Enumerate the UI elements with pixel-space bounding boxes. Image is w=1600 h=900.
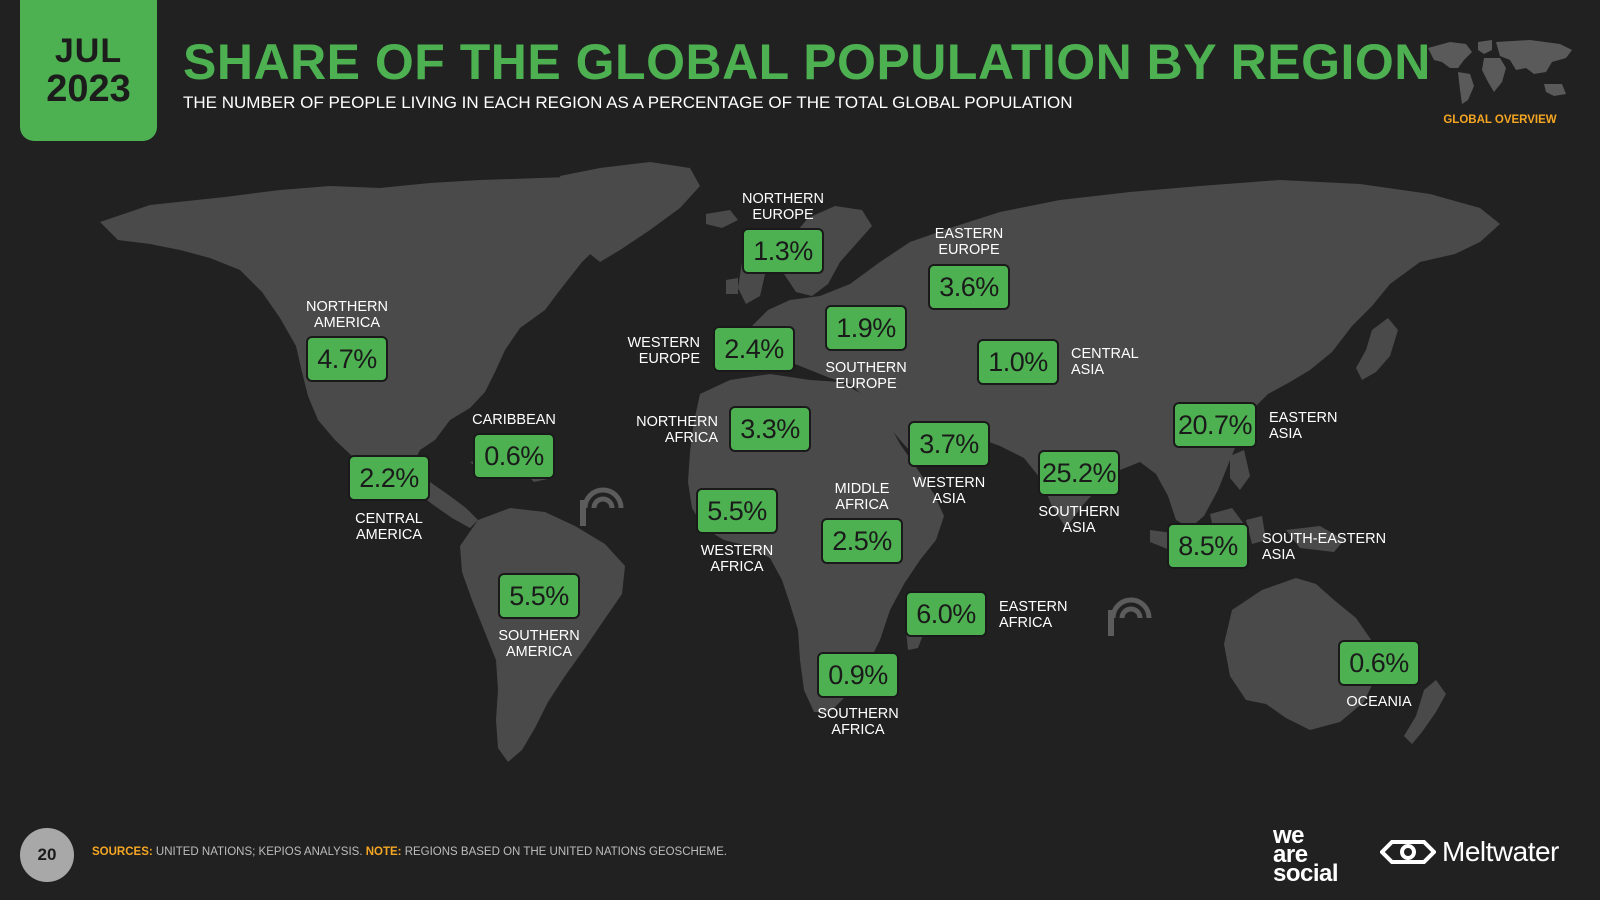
logo-line-2: are: [1273, 841, 1308, 868]
region-label-northern-europe: NORTHERN EUROPE: [742, 191, 824, 223]
region-label-western-asia: WESTERN ASIA: [912, 475, 986, 507]
region-label-western-europe: WESTERN EUROPE: [627, 335, 701, 367]
region-label-south-eastern-asia: SOUTH-EASTERN ASIA: [1262, 531, 1387, 563]
region-label-eastern-europe: EASTERN EUROPE: [934, 226, 1004, 258]
region-value-southern-africa: 0.9%: [817, 652, 899, 698]
datareportal-watermark: [582, 487, 1152, 619]
land-south-america: [460, 508, 625, 762]
note-text: REGIONS BASED ON THE UNITED NATIONS GEOS…: [401, 846, 727, 858]
sources-note: SOURCES: UNITED NATIONS; KEPIOS ANALYSIS…: [92, 846, 727, 858]
meltwater-mark-icon: [1380, 840, 1436, 864]
region-value-central-asia: 1.0%: [977, 339, 1059, 385]
page-title: SHARE OF THE GLOBAL POPULATION BY REGION: [183, 34, 1431, 90]
page-number: 20: [20, 828, 74, 882]
region-label-western-africa: WESTERN AFRICA: [700, 543, 774, 575]
region-value-western-africa: 5.5%: [696, 488, 778, 534]
region-label-eastern-asia: EASTERN ASIA: [1269, 410, 1338, 442]
note-key: NOTE:: [365, 846, 402, 858]
region-label-central-america: CENTRAL AMERICA: [355, 511, 423, 543]
region-value-southern-europe: 1.9%: [825, 305, 907, 351]
region-value-eastern-africa: 6.0%: [905, 591, 987, 637]
logo-line-3: social: [1273, 860, 1339, 887]
region-label-eastern-africa: EASTERN AFRICA: [999, 599, 1068, 631]
region-value-central-america: 2.2%: [348, 455, 430, 501]
meltwater-wordmark: Meltwater: [1442, 836, 1559, 867]
date-badge: JUL 2023: [20, 0, 157, 141]
region-value-caribbean: 0.6%: [473, 433, 555, 479]
region-value-eastern-europe: 3.6%: [928, 264, 1010, 310]
region-label-southern-asia: SOUTHERN ASIA: [1038, 504, 1120, 536]
region-label-central-asia: CENTRAL ASIA: [1071, 346, 1139, 378]
sources-key: SOURCES:: [92, 846, 153, 858]
region-value-northern-europe: 1.3%: [742, 228, 824, 274]
page-subtitle: THE NUMBER OF PEOPLE LIVING IN EACH REGI…: [183, 93, 1073, 112]
date-year: 2023: [46, 67, 131, 110]
region-value-south-eastern-asia: 8.5%: [1167, 523, 1249, 569]
section-overview: GLOBAL OVERVIEW: [1420, 34, 1580, 126]
region-label-middle-africa: MIDDLE AFRICA: [834, 481, 890, 513]
region-value-western-europe: 2.4%: [713, 326, 795, 372]
region-label-oceania: OCEANIA: [1346, 694, 1412, 710]
region-value-middle-africa: 2.5%: [821, 518, 903, 564]
region-label-northern-africa: NORTHERN AFRICA: [636, 414, 718, 446]
world-thumbnail-icon: [1428, 40, 1572, 104]
meltwater-logo: Meltwater: [1380, 836, 1559, 868]
logo-line-1: we: [1273, 822, 1305, 849]
region-value-northern-africa: 3.3%: [729, 406, 811, 452]
region-value-southern-america: 5.5%: [498, 573, 580, 619]
sources-text: UNITED NATIONS; KEPIOS ANALYSIS.: [152, 846, 366, 858]
land-australia: [1224, 578, 1378, 730]
region-label-caribbean: CARIBBEAN: [472, 412, 556, 428]
region-label-southern-europe: SOUTHERN EUROPE: [825, 360, 907, 392]
we-are-social-logo: we are social: [1273, 822, 1339, 887]
region-value-oceania: 0.6%: [1338, 640, 1420, 686]
land-north-america: [100, 176, 650, 488]
region-value-western-asia: 3.7%: [908, 421, 990, 467]
date-month: JUL: [54, 31, 123, 70]
region-value-southern-asia: 25.2%: [1038, 450, 1120, 496]
region-value-northern-america: 4.7%: [306, 336, 388, 382]
land-africa: [688, 374, 944, 712]
region-value-eastern-asia: 20.7%: [1173, 402, 1257, 448]
land-greenland: [560, 162, 700, 262]
section-label: GLOBAL OVERVIEW: [1443, 114, 1557, 126]
region-label-northern-america: NORTHERN AMERICA: [306, 299, 388, 331]
region-label-southern-africa: SOUTHERN AFRICA: [817, 706, 899, 738]
region-label-southern-america: SOUTHERN AMERICA: [498, 628, 580, 660]
